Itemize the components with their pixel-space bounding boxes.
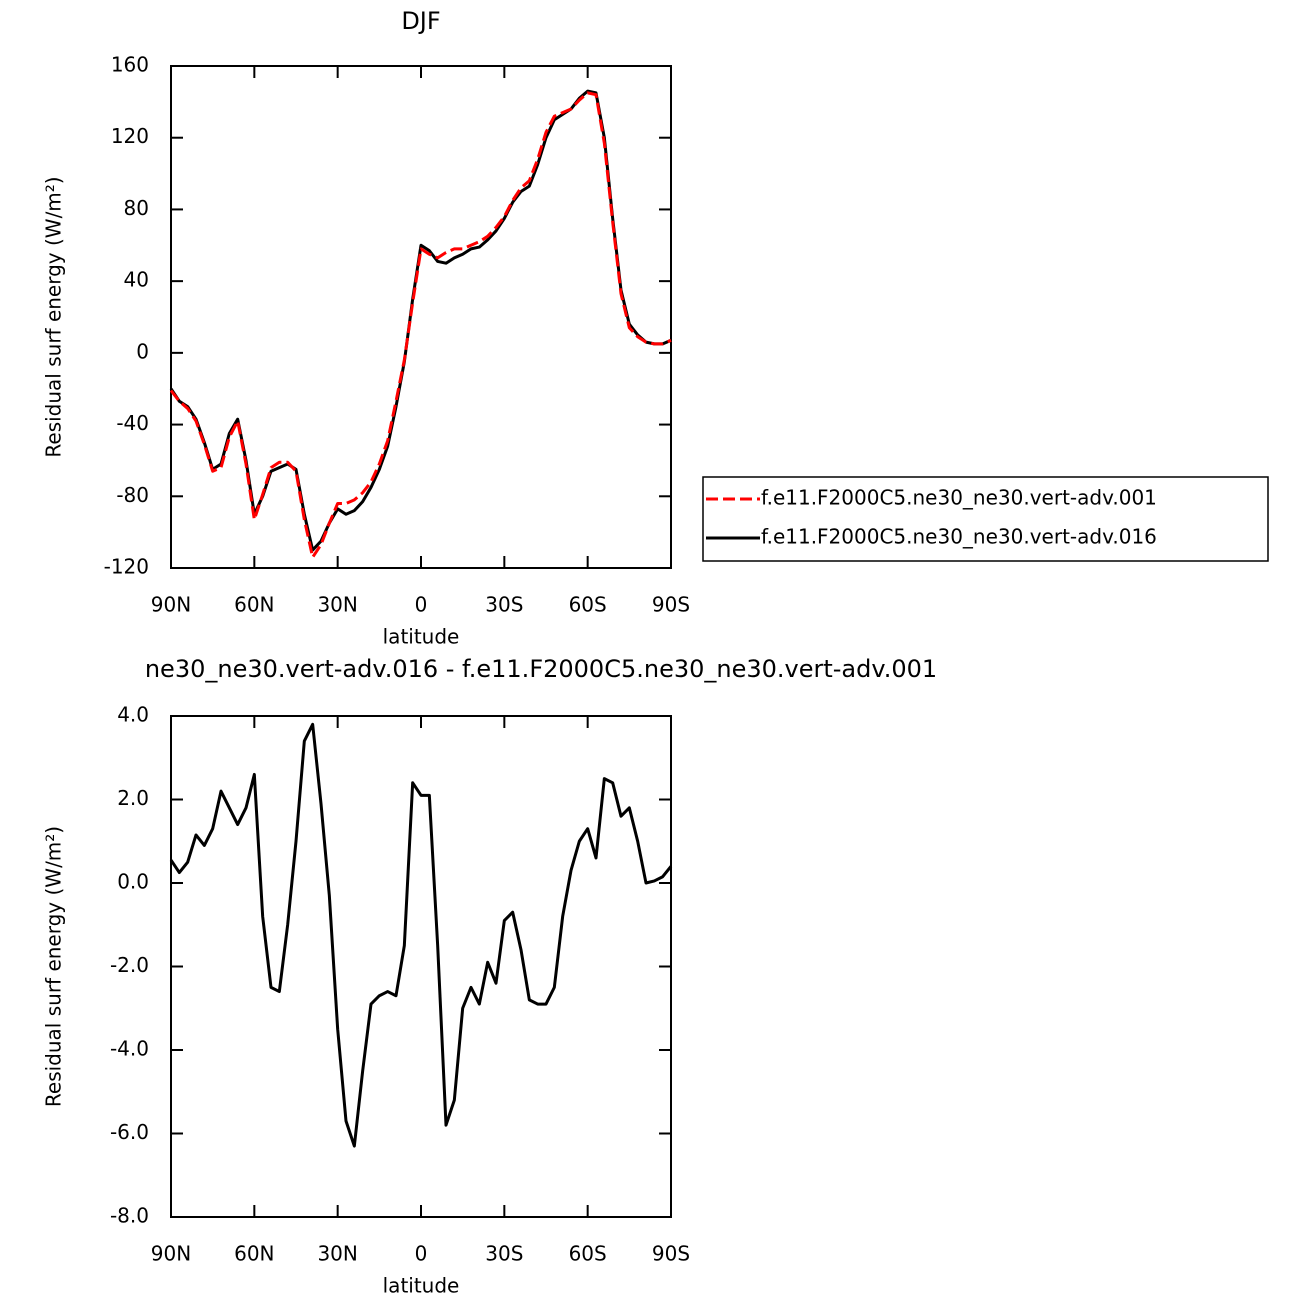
plot-frame [170, 715, 672, 1218]
x-tick-label: 30S [485, 1242, 523, 1266]
legend-label: f.e11.F2000C5.ne30_ne30.vert-adv.001 [761, 486, 1157, 510]
x-tick-label: 30N [317, 593, 357, 617]
y-tick-label: -80 [116, 483, 149, 507]
x-tick-label: 30N [317, 1242, 357, 1266]
y-tick-label: 4.0 [117, 703, 149, 727]
x-axis-label: latitude [383, 625, 460, 649]
y-axis-label: Residual surf energy (W/m²) [42, 826, 66, 1107]
data-line [169, 722, 673, 1148]
chart-title: ne30_ne30.vert-adv.016 - f.e11.F2000C5.n… [145, 655, 937, 683]
x-tick-label: 90N [151, 593, 191, 617]
chart-title: DJF [401, 7, 440, 35]
data-line [169, 91, 672, 559]
y-tick-label: 80 [124, 196, 149, 220]
y-tick-label: 160 [111, 53, 149, 77]
y-tick-label: -120 [104, 555, 149, 579]
x-tick-label: 0 [415, 1242, 428, 1266]
legend-box [702, 476, 1269, 562]
x-tick-label: 0 [415, 593, 428, 617]
x-tick-label: 60S [569, 1242, 607, 1266]
x-tick-label: 60S [569, 593, 607, 617]
y-axis-label: Residual surf energy (W/m²) [42, 176, 66, 457]
data-line [169, 89, 672, 552]
x-tick-label: 90S [652, 593, 690, 617]
x-tick-label: 90S [652, 1242, 690, 1266]
y-tick-label: -40 [116, 411, 149, 435]
x-tick-label: 60N [234, 1242, 274, 1266]
y-tick-label: -4.0 [110, 1037, 149, 1061]
x-tick-label: 90N [151, 1242, 191, 1266]
y-tick-label: 2.0 [117, 786, 149, 810]
y-tick-label: 0 [136, 339, 149, 363]
y-tick-label: -8.0 [110, 1204, 149, 1228]
x-axis-label: latitude [383, 1274, 460, 1298]
y-tick-label: -6.0 [110, 1120, 149, 1144]
y-tick-label: -2.0 [110, 953, 149, 977]
x-tick-label: 30S [485, 593, 523, 617]
plot-frame [170, 65, 672, 569]
y-tick-label: 120 [111, 124, 149, 148]
y-tick-label: 0.0 [117, 870, 149, 894]
y-tick-label: 40 [124, 268, 149, 292]
legend-label: f.e11.F2000C5.ne30_ne30.vert-adv.016 [761, 525, 1157, 549]
x-tick-label: 60N [234, 593, 274, 617]
